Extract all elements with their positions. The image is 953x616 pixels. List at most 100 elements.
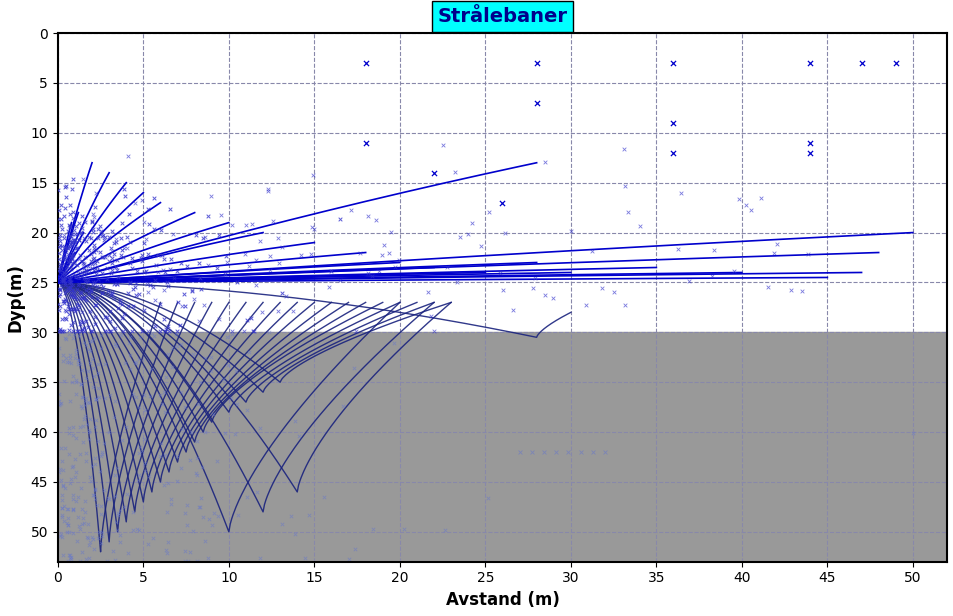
Point (64, 304, 79, 314)
Point (60, 257, 75, 267)
Point (163, 499, 178, 509)
Point (261, 328, 276, 338)
Point (132, 442, 148, 452)
Point (224, 394, 239, 403)
Point (65, 317, 80, 327)
Point (72, 293, 88, 303)
Point (80, 275, 95, 285)
Point (76, 292, 91, 302)
Point (210, 511, 225, 521)
Point (76, 415, 91, 424)
Point (51, 305, 67, 315)
Point (67, 304, 82, 314)
Point (170, 451, 185, 461)
Point (132, 331, 148, 341)
Point (529, 58, 544, 68)
Point (82, 415, 97, 424)
Point (61, 428, 76, 437)
Point (74, 504, 90, 514)
Point (91, 527, 106, 537)
Point (447, 167, 462, 177)
Point (62, 550, 77, 560)
Point (104, 227, 119, 237)
Point (245, 326, 260, 336)
Point (536, 447, 551, 457)
Point (59, 254, 74, 264)
Point (177, 556, 193, 566)
Point (78, 265, 93, 275)
Point (93, 501, 109, 511)
Point (619, 207, 635, 217)
Point (217, 269, 233, 278)
Point (57, 483, 72, 493)
Point (113, 233, 129, 243)
Point (62, 274, 77, 284)
Point (56, 268, 71, 278)
Point (69, 349, 84, 359)
Point (66, 288, 81, 298)
Point (68, 293, 83, 302)
Point (126, 284, 141, 294)
Point (72, 359, 88, 369)
Point (94, 269, 110, 278)
Point (386, 338, 401, 347)
Point (102, 326, 117, 336)
Point (203, 366, 218, 376)
Point (768, 239, 783, 249)
Point (54, 456, 70, 466)
Point (170, 265, 185, 275)
Point (52, 532, 68, 541)
Point (112, 505, 128, 515)
Point (173, 301, 189, 310)
Point (90, 500, 105, 509)
X-axis label: Avstand (m): Avstand (m) (445, 591, 558, 609)
Point (853, 58, 868, 68)
Point (113, 330, 129, 339)
Point (117, 358, 132, 368)
Point (94, 231, 110, 241)
Point (133, 253, 149, 263)
Point (85, 535, 100, 545)
Point (116, 502, 132, 512)
Point (97, 232, 112, 242)
Point (74, 267, 90, 277)
Point (617, 182, 632, 192)
Point (53, 221, 69, 230)
Point (170, 341, 185, 351)
Point (578, 300, 594, 310)
Point (81, 290, 96, 299)
Point (174, 424, 190, 434)
Point (61, 504, 76, 514)
Point (197, 353, 213, 363)
Point (59, 243, 74, 253)
Point (523, 447, 538, 457)
Point (99, 274, 114, 284)
Point (512, 447, 527, 457)
Point (140, 287, 155, 297)
Point (62, 254, 77, 264)
Point (191, 502, 206, 512)
Point (53, 443, 69, 453)
Point (594, 283, 609, 293)
Point (224, 326, 239, 336)
Point (65, 237, 80, 247)
Point (95, 282, 111, 291)
Point (252, 423, 267, 432)
Point (136, 434, 152, 444)
Point (65, 235, 80, 245)
Point (158, 372, 173, 382)
Point (52, 285, 68, 294)
Point (584, 246, 599, 256)
Point (122, 278, 137, 288)
Point (128, 278, 143, 288)
Point (181, 556, 196, 566)
Point (66, 293, 81, 302)
Point (109, 525, 124, 535)
Point (305, 170, 320, 180)
Point (481, 208, 497, 217)
Point (67, 307, 82, 317)
Point (55, 259, 71, 269)
Point (71, 279, 86, 289)
Point (460, 229, 476, 239)
Point (77, 507, 92, 517)
